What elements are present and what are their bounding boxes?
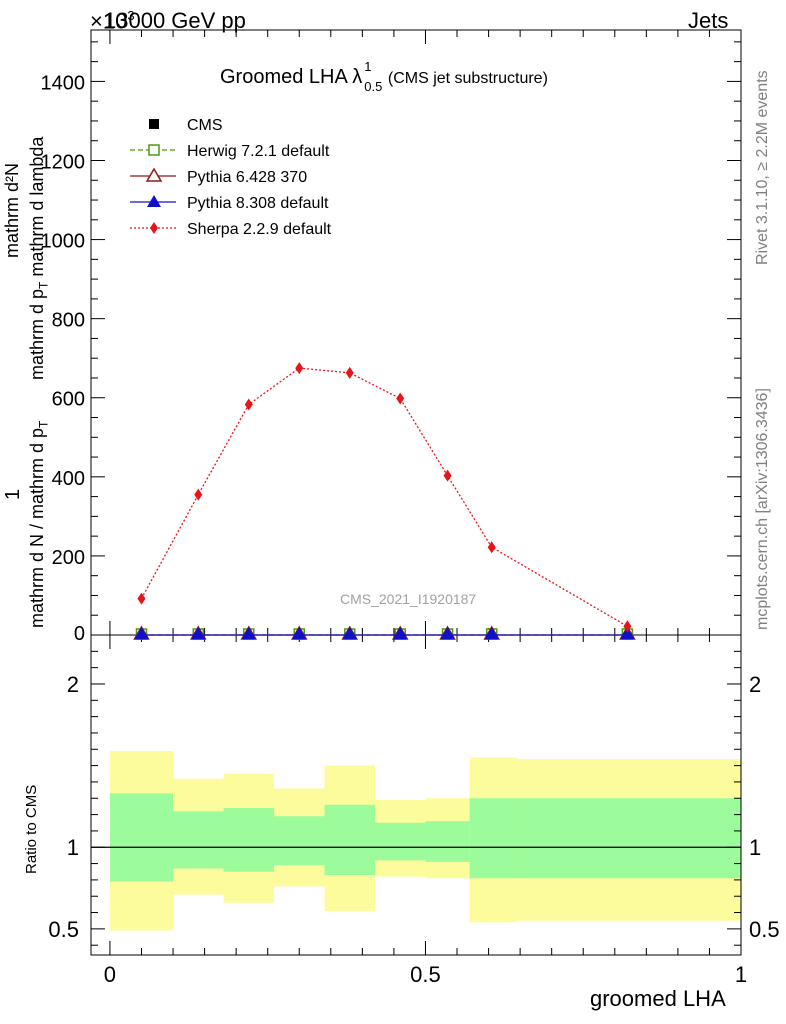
x-tick-label: 0.5 — [410, 962, 441, 987]
y-tick-label: 0 — [74, 623, 85, 645]
ratio-y-tick-label: 1 — [67, 835, 79, 860]
data-point — [137, 592, 146, 605]
y-tick-label: 1200 — [41, 151, 86, 173]
data-point — [241, 627, 256, 639]
x-tick-label: 0 — [104, 962, 116, 987]
data-point — [487, 541, 496, 554]
data-point — [396, 392, 405, 405]
x-axis-label: groomed LHA — [590, 986, 726, 1011]
series-line-4 — [140, 367, 628, 627]
ratio-inner-band-3 — [274, 816, 325, 866]
header-right: Jets — [688, 8, 729, 33]
data-point — [345, 366, 354, 379]
ratio-y-tick-label: 0.5 — [48, 917, 79, 942]
legend-marker-3 — [147, 195, 161, 207]
ratio-inner-band-4 — [324, 804, 375, 875]
data-point — [393, 627, 408, 639]
x-tick-label: 1 — [735, 962, 747, 987]
y-tick-label: 600 — [52, 389, 85, 411]
data-point — [191, 627, 206, 639]
legend-label-0: CMS — [187, 117, 223, 134]
ratio-inner-band-1 — [173, 811, 224, 869]
ratio-inner-band-8 — [516, 798, 741, 879]
data-point — [342, 627, 357, 639]
ratio-y-tick-label-right: 0.5 — [749, 917, 780, 942]
legend-marker-4 — [150, 222, 158, 234]
y-exponent-label: ×103 — [90, 8, 135, 34]
ratio-inner-band-7 — [469, 798, 517, 879]
y-tick-label: 400 — [52, 468, 85, 490]
ratio-y-tick-label: 2 — [67, 672, 79, 697]
legend-label-3: Pythia 8.308 default — [187, 195, 329, 212]
legend-label-4: Sherpa 2.2.9 default — [187, 221, 332, 238]
legend-label-2: Pythia 6.428 370 — [187, 169, 307, 186]
data-point — [440, 627, 455, 639]
y-tick-label: 800 — [52, 310, 85, 332]
data-point — [134, 627, 149, 639]
data-point — [620, 627, 635, 639]
data-point — [623, 620, 632, 633]
data-point — [244, 398, 253, 411]
legend-label-1: Herwig 7.2.1 default — [187, 143, 330, 160]
ratio-inner-band-0 — [109, 793, 174, 882]
y-tick-label: 1400 — [41, 72, 86, 94]
y-tick-label: 1000 — [41, 231, 86, 253]
header-left: 13000 GeV pp — [104, 8, 246, 33]
legend-marker-1 — [148, 144, 160, 156]
watermark: CMS_2021_I1920187 — [340, 591, 477, 607]
data-point — [295, 362, 304, 375]
chart-title: Groomed LHA λ 1 0.5 (CMS jet substructure) — [220, 59, 548, 94]
ratio-inner-band-5 — [374, 822, 426, 861]
data-point — [484, 627, 499, 639]
ratio-inner-band-2 — [223, 808, 275, 872]
legend-marker-2 — [145, 167, 163, 182]
y-tick-label: 200 — [52, 547, 85, 569]
ratio-y-tick-label-right: 1 — [749, 835, 761, 860]
data-point — [292, 627, 307, 639]
legend-marker-0 — [149, 119, 159, 129]
ratio-y-tick-label-right: 2 — [749, 672, 761, 697]
data-point — [443, 469, 452, 482]
ratio-inner-band-6 — [425, 821, 470, 862]
data-point — [194, 488, 203, 501]
